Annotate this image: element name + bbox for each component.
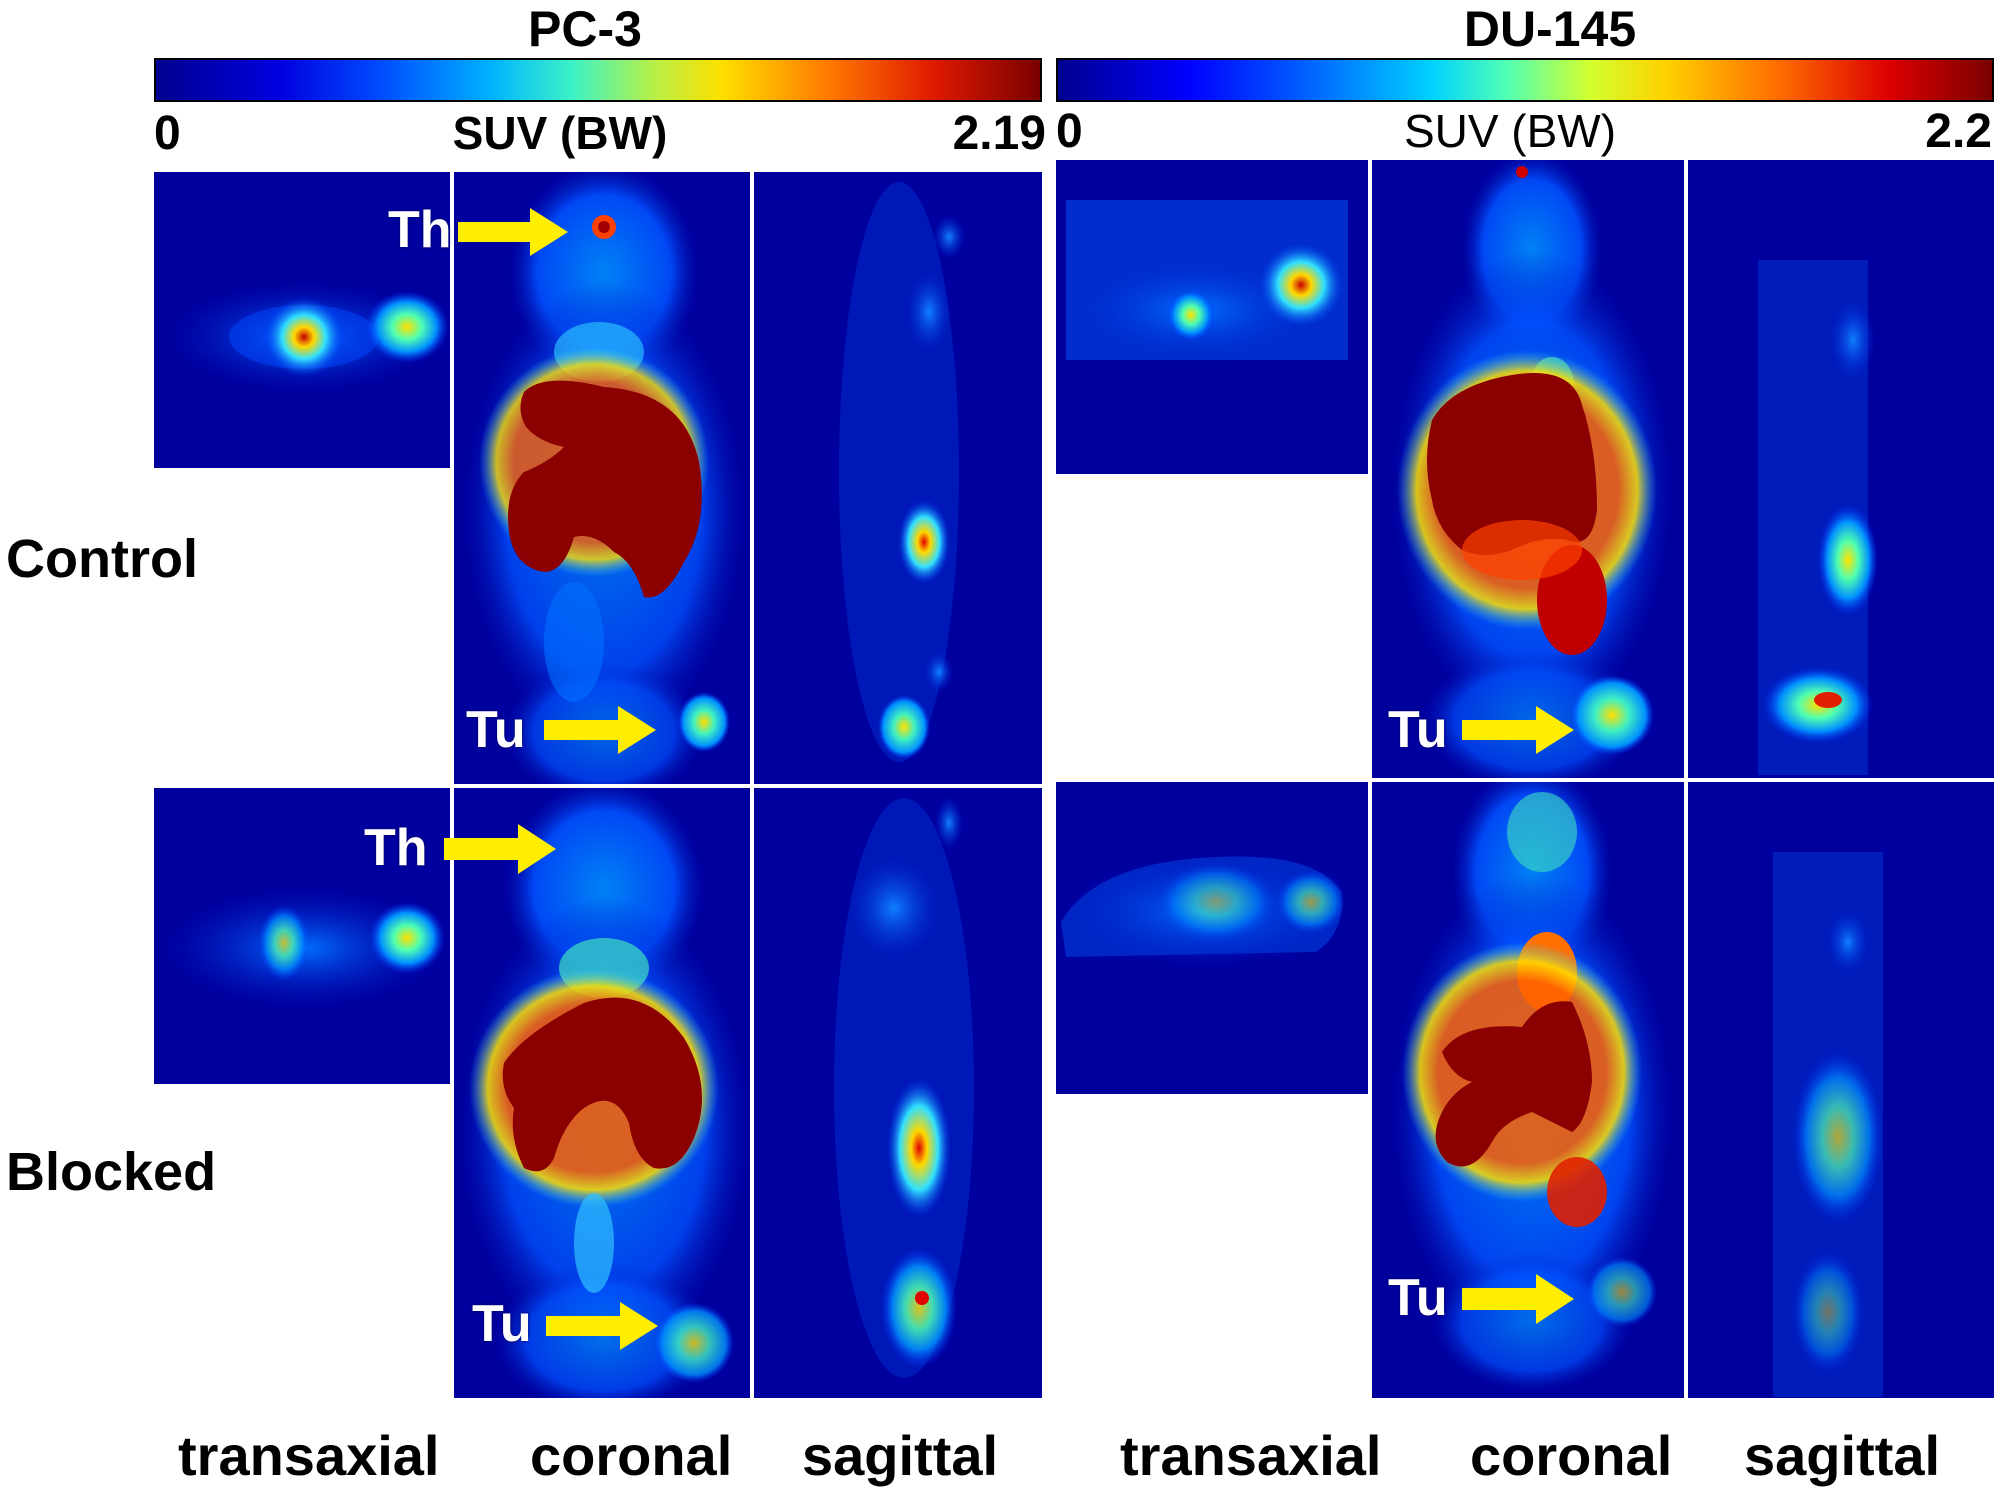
- pc3-control-coronal: [454, 172, 750, 784]
- pc3-blocked-transaxial: [154, 788, 450, 1084]
- tumor-label-pc3-control: Tu: [466, 701, 526, 759]
- view-label-coronal-du145: coronal: [1470, 1424, 1673, 1487]
- row-label-blocked: Blocked: [6, 1142, 217, 1202]
- pc3-colorbar-min: 0: [154, 107, 181, 160]
- thymus-label-pc3-control: Th: [388, 201, 452, 259]
- pc3-control-sagittal: [754, 172, 1042, 784]
- du145-title: DU-145: [1463, 1, 1637, 57]
- arrow-icon: [458, 208, 568, 256]
- arrow-icon: [1462, 1274, 1574, 1324]
- du145-blocked-coronal: [1372, 782, 1684, 1398]
- du145-colorbar-min: 0: [1056, 105, 1083, 158]
- arrow-icon: [546, 1302, 658, 1350]
- arrow-icon: [1462, 706, 1574, 754]
- du145-blocked-sagittal: [1688, 782, 1994, 1398]
- pc3-blocked-coronal: [454, 788, 750, 1398]
- view-label-coronal-pc3: coronal: [530, 1424, 733, 1487]
- view-label-sagittal-du145: sagittal: [1744, 1424, 1941, 1487]
- view-label-transaxial-pc3: transaxial: [178, 1424, 440, 1487]
- thymus-label-pc3-blocked: Th: [364, 819, 428, 877]
- tumor-label-du145-blocked: Tu: [1388, 1269, 1448, 1327]
- du145-colorbar-max: 2.2: [1925, 105, 1992, 158]
- tumor-label-du145-control: Tu: [1388, 701, 1448, 759]
- arrow-icon: [444, 824, 556, 874]
- du145-colorbar-label: SUV (BW): [1403, 105, 1617, 157]
- du145-control-sagittal: [1688, 160, 1994, 778]
- pc3-blocked-sagittal: [754, 788, 1042, 1398]
- du145-blocked-transaxial: [1056, 782, 1368, 1094]
- du145-colorbar: [1056, 58, 1994, 102]
- view-label-transaxial-du145: transaxial: [1120, 1424, 1382, 1487]
- pc3-colorbar-max: 2.19: [952, 107, 1046, 160]
- tumor-label-pc3-blocked: Tu: [472, 1295, 532, 1353]
- du145-control-transaxial: [1056, 160, 1368, 474]
- pc3-title: PC-3: [528, 1, 642, 57]
- pc3-colorbar: [154, 58, 1042, 102]
- pc3-control-transaxial: [154, 172, 450, 468]
- arrow-icon: [544, 706, 656, 754]
- view-label-sagittal-pc3: sagittal: [802, 1424, 999, 1487]
- du145-control-coronal: [1372, 160, 1684, 778]
- row-label-control: Control: [6, 529, 198, 589]
- pc3-colorbar-label: SUV (BW): [452, 107, 668, 159]
